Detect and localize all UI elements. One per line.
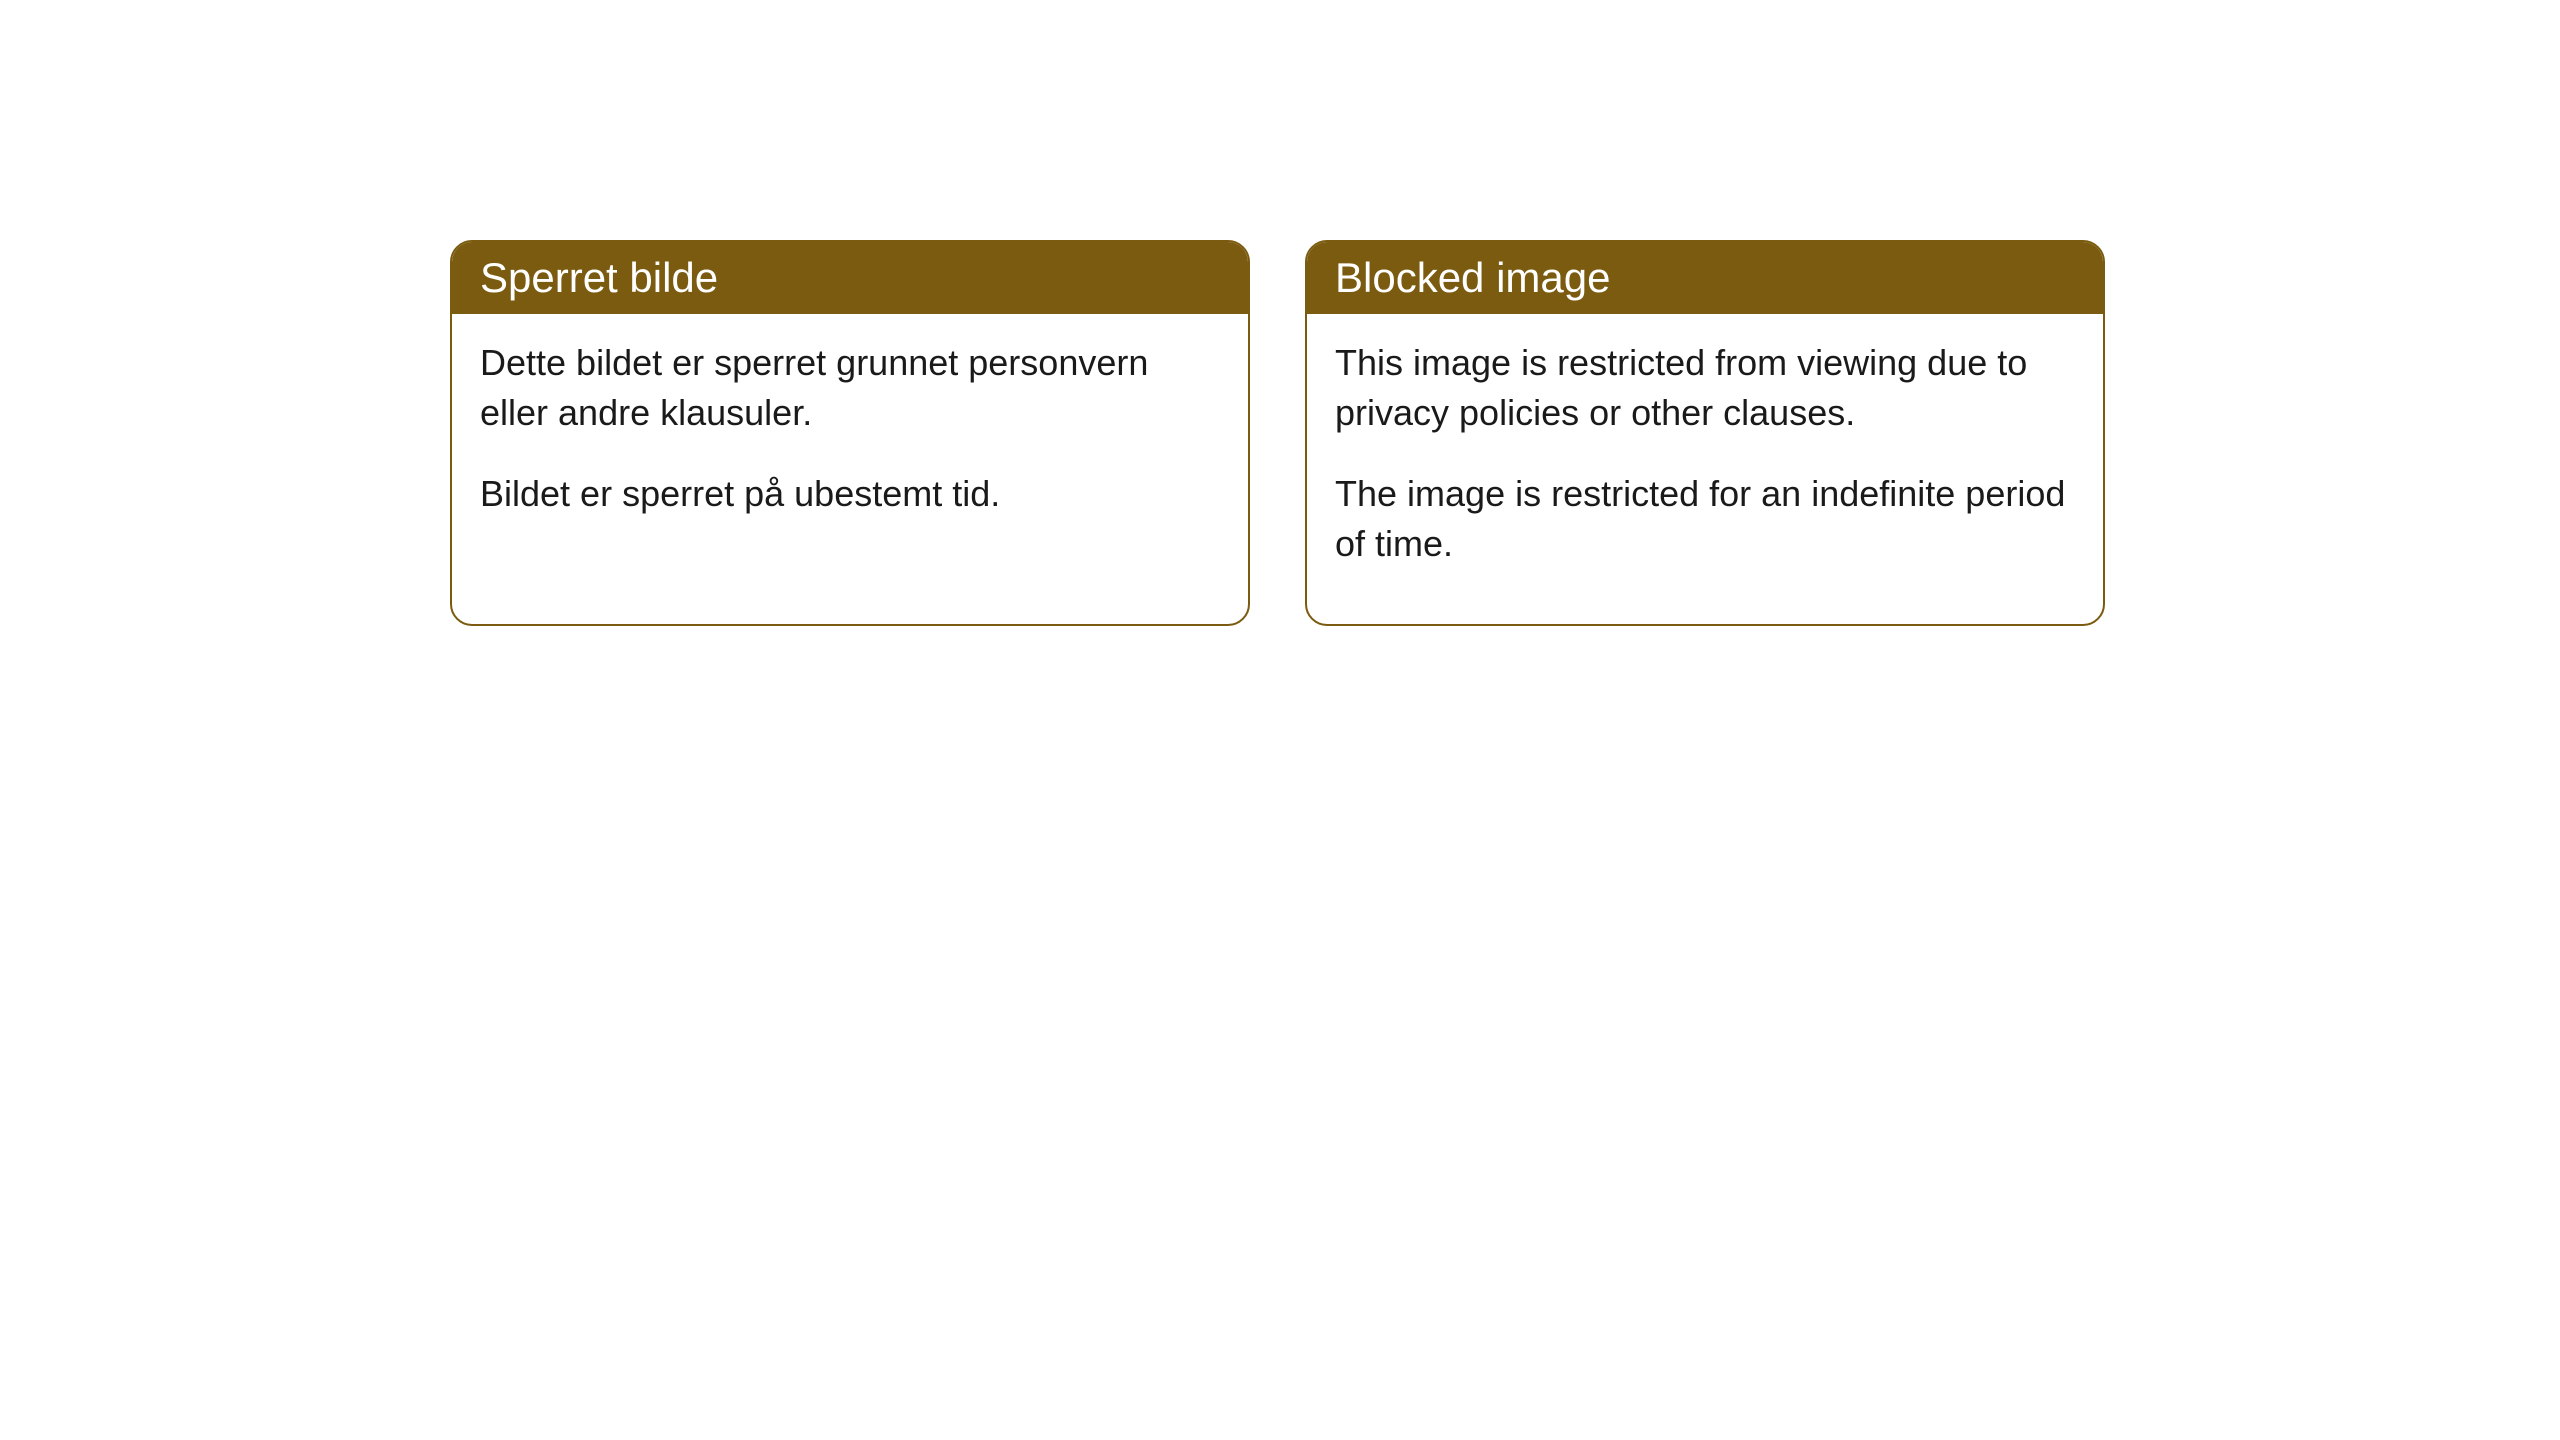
card-header: Sperret bilde <box>452 242 1248 314</box>
notice-text: Bildet er sperret på ubestemt tid. <box>480 469 1220 519</box>
card-body: This image is restricted from viewing du… <box>1307 314 2103 624</box>
notice-card-norwegian: Sperret bilde Dette bildet er sperret gr… <box>450 240 1250 626</box>
notice-cards-container: Sperret bilde Dette bildet er sperret gr… <box>450 240 2560 626</box>
card-header: Blocked image <box>1307 242 2103 314</box>
notice-text: This image is restricted from viewing du… <box>1335 338 2075 439</box>
card-body: Dette bildet er sperret grunnet personve… <box>452 314 1248 573</box>
notice-card-english: Blocked image This image is restricted f… <box>1305 240 2105 626</box>
notice-text: The image is restricted for an indefinit… <box>1335 469 2075 570</box>
notice-text: Dette bildet er sperret grunnet personve… <box>480 338 1220 439</box>
